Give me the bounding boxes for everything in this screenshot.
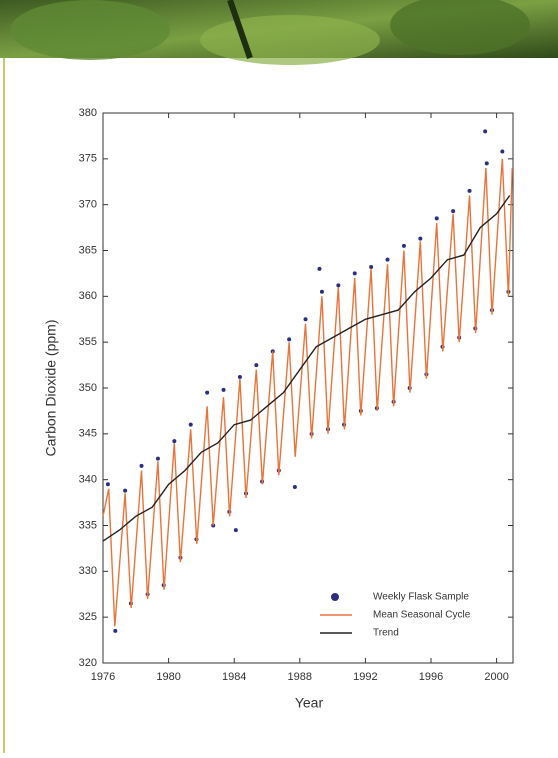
flask-point <box>336 283 341 288</box>
y-tick-label: 340 <box>79 474 97 486</box>
flask-point <box>123 488 128 493</box>
x-tick-label: 1988 <box>288 671 312 683</box>
series-line <box>102 195 511 542</box>
flask-point <box>385 257 390 262</box>
x-tick-label: 2000 <box>484 671 508 683</box>
leaf-banner <box>0 0 558 65</box>
y-tick-label: 355 <box>79 336 97 348</box>
x-tick-label: 1976 <box>91 671 115 683</box>
y-tick-label: 335 <box>79 519 97 531</box>
y-tick-label: 375 <box>79 153 97 165</box>
flask-point <box>139 463 144 468</box>
legend-label: Mean Seasonal Cycle <box>373 610 471 621</box>
y-tick-label: 350 <box>79 382 97 394</box>
flask-point <box>237 375 242 379</box>
x-tick-label: 1992 <box>353 671 377 683</box>
flask-point <box>418 236 423 241</box>
flask-point <box>188 422 193 427</box>
legend-label: Weekly Flask Sample <box>373 592 469 603</box>
series-line <box>102 158 513 627</box>
y-tick-label: 325 <box>79 611 97 623</box>
y-tick-label: 365 <box>79 244 97 256</box>
flask-point <box>319 289 324 294</box>
flask-point <box>205 390 210 395</box>
flask-point <box>172 439 177 444</box>
legend-marker <box>331 593 339 601</box>
y-tick-label: 330 <box>79 565 97 577</box>
flask-point <box>155 456 160 461</box>
flask-point <box>484 161 489 166</box>
flask-point <box>500 149 505 154</box>
x-tick-label: 1996 <box>419 671 443 683</box>
y-axis-label: Carbon Dioxide (ppm) <box>43 320 59 457</box>
x-axis-label: Year <box>295 695 324 711</box>
legend-label: Trend <box>373 628 399 639</box>
x-tick-label: 1984 <box>222 671 246 683</box>
page-border <box>3 58 5 753</box>
flask-point <box>352 271 357 276</box>
flask-point <box>401 243 406 248</box>
flask-point <box>221 387 226 392</box>
flask-point <box>483 129 488 134</box>
y-tick-label: 360 <box>79 290 97 302</box>
y-tick-label: 345 <box>79 428 97 440</box>
flask-point <box>287 337 292 342</box>
flask-point <box>113 628 118 633</box>
flask-point <box>233 528 238 533</box>
flask-point <box>292 485 297 489</box>
flask-point <box>105 482 110 487</box>
flask-point <box>434 216 439 221</box>
flask-point <box>451 209 456 214</box>
y-tick-label: 370 <box>79 199 97 211</box>
x-tick-label: 1980 <box>156 671 180 683</box>
flask-point <box>369 265 374 269</box>
y-tick-label: 380 <box>79 107 97 119</box>
flask-point <box>303 317 308 322</box>
flask-point <box>467 188 472 193</box>
flask-point <box>317 266 322 271</box>
flask-point <box>254 363 259 368</box>
y-tick-label: 320 <box>79 657 97 669</box>
